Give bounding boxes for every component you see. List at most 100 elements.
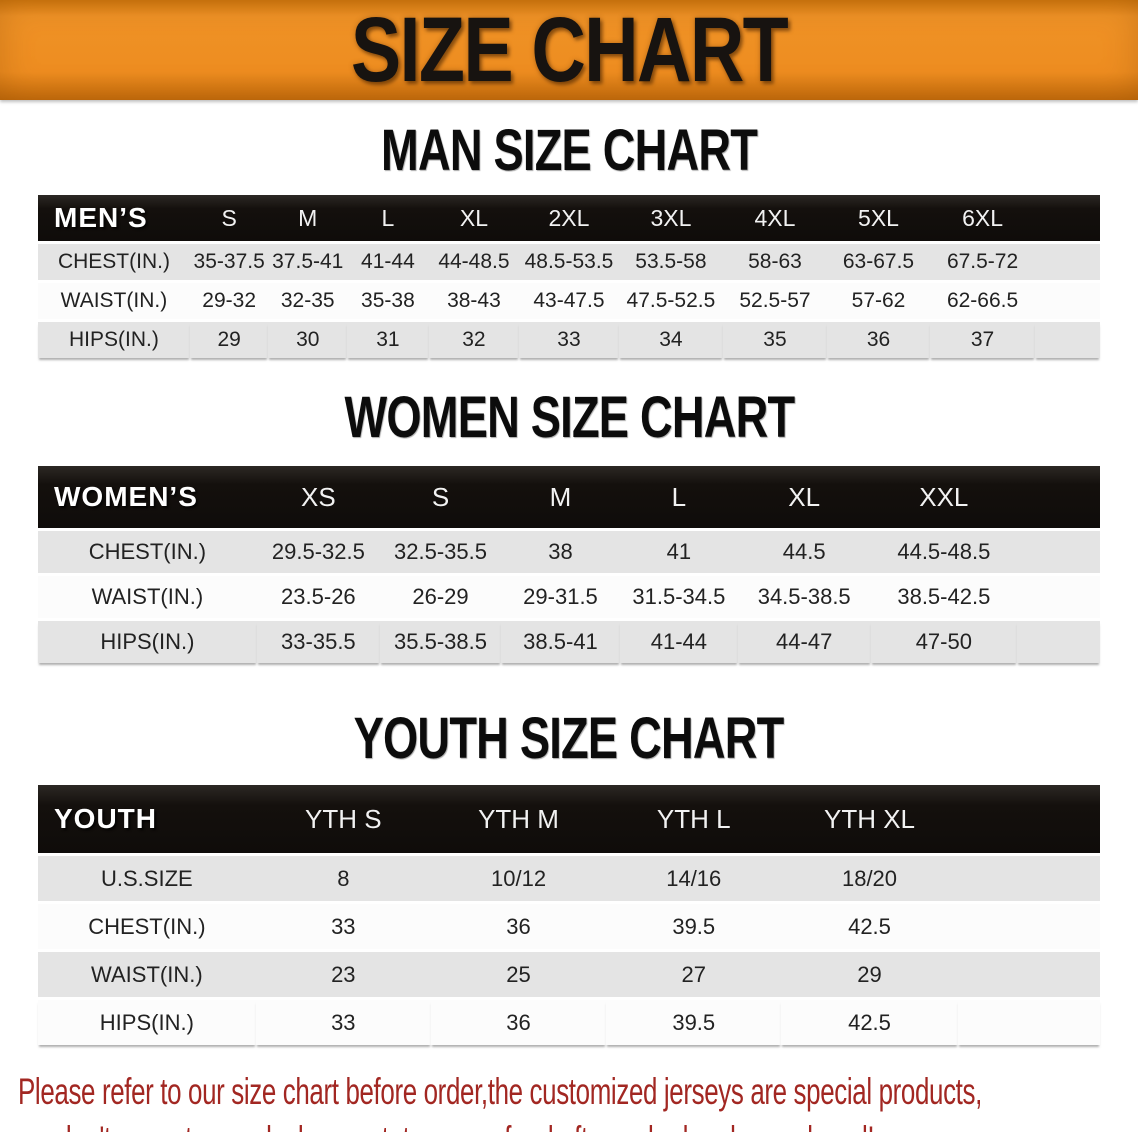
row-label: WAIST(IN.) — [38, 283, 190, 319]
men-section-heading-text: MAN SIZE CHART — [380, 118, 758, 183]
youth-header-label: YOUTH — [38, 785, 256, 853]
youth-ussize-row: U.S.SIZE 8 10/12 14/16 18/20 — [38, 856, 1100, 901]
column-header: S — [189, 195, 269, 241]
women-section-heading: WOMEN SIZE CHART — [0, 389, 1138, 447]
size-value-cell: 26-29 — [379, 576, 502, 618]
row-label: HIPS(IN.) — [38, 1000, 256, 1045]
size-value-cell: 39.5 — [606, 1000, 782, 1045]
size-value-cell: 35 — [722, 322, 827, 358]
youth-section-heading: YOUTH SIZE CHART — [0, 710, 1138, 768]
size-value-cell: 33 — [255, 904, 431, 949]
column-header: M — [501, 466, 620, 528]
column-header: XL — [737, 466, 871, 528]
size-value-cell: 47.5-52.5 — [618, 283, 723, 319]
size-value-cell: 43-47.5 — [519, 283, 619, 319]
size-value-cell: 39.5 — [606, 904, 782, 949]
size-value-cell: 38 — [501, 531, 620, 573]
header-spacer — [1035, 195, 1100, 241]
men-header-label: MEN’S — [38, 195, 190, 241]
spacer-cell — [957, 856, 1100, 901]
women-size-table: WOMEN’S XS S M L XL XXL CHEST(IN.) 29.5-… — [38, 463, 1100, 666]
size-value-cell: 23 — [255, 952, 431, 997]
youth-waist-row: WAIST(IN.) 23 25 27 29 — [38, 952, 1100, 997]
spacer-cell — [957, 904, 1100, 949]
column-header: L — [619, 466, 738, 528]
size-value-cell: 41-44 — [347, 244, 429, 280]
youth-hips-row: HIPS(IN.) 33 36 39.5 42.5 — [38, 1000, 1100, 1045]
column-header: XXL — [870, 466, 1018, 528]
column-header: 6XL — [930, 195, 1036, 241]
size-value-cell: 27 — [606, 952, 782, 997]
youth-chest-row: CHEST(IN.) 33 36 39.5 42.5 — [38, 904, 1100, 949]
size-value-cell: 10/12 — [430, 856, 607, 901]
size-value-cell: 38.5-41 — [501, 621, 620, 663]
spacer-cell — [1035, 244, 1100, 280]
spacer-cell — [1035, 283, 1100, 319]
size-value-cell: 29.5-32.5 — [256, 531, 380, 573]
size-value-cell: 35-38 — [347, 283, 429, 319]
size-value-cell: 35.5-38.5 — [379, 621, 502, 663]
size-value-cell: 58-63 — [722, 244, 827, 280]
size-value-cell: 33 — [519, 322, 619, 358]
row-label: HIPS(IN.) — [38, 322, 190, 358]
row-label: WAIST(IN.) — [38, 576, 257, 618]
size-value-cell: 14/16 — [606, 856, 782, 901]
row-label: CHEST(IN.) — [38, 244, 190, 280]
row-label: HIPS(IN.) — [38, 621, 257, 663]
women-header-row: WOMEN’S XS S M L XL XXL — [38, 466, 1100, 528]
size-value-cell: 31.5-34.5 — [619, 576, 738, 618]
order-disclaimer: Please refer to our size chart before or… — [0, 1068, 1138, 1132]
size-value-cell: 30 — [268, 322, 348, 358]
size-value-cell: 23.5-26 — [256, 576, 380, 618]
size-value-cell: 44.5 — [737, 531, 871, 573]
men-waist-row: WAIST(IN.) 29-32 32-35 35-38 38-43 43-47… — [38, 283, 1100, 319]
size-value-cell: 42.5 — [781, 904, 958, 949]
spacer-cell — [1017, 621, 1100, 663]
size-value-cell: 32-35 — [268, 283, 348, 319]
column-header: YTH XL — [781, 785, 958, 853]
size-value-cell: 48.5-53.5 — [519, 244, 619, 280]
banner-title: SIZE CHART — [350, 0, 789, 101]
size-value-cell: 8 — [255, 856, 431, 901]
size-value-cell: 67.5-72 — [930, 244, 1036, 280]
size-value-cell: 34.5-38.5 — [737, 576, 871, 618]
men-hips-row: HIPS(IN.) 29 30 31 32 33 34 35 36 37 — [38, 322, 1100, 358]
column-header: 2XL — [519, 195, 619, 241]
size-value-cell: 52.5-57 — [722, 283, 827, 319]
header-spacer — [1017, 466, 1100, 528]
spacer-cell — [957, 952, 1100, 997]
size-value-cell: 34 — [618, 322, 723, 358]
men-size-table: MEN’S S M L XL 2XL 3XL 4XL 5XL 6XL CHEST… — [38, 192, 1100, 361]
disclaimer-line-2: we don't accept cancel, change, teturn o… — [18, 1116, 875, 1132]
row-label: WAIST(IN.) — [38, 952, 256, 997]
column-header: XL — [428, 195, 520, 241]
spacer-cell — [1017, 531, 1100, 573]
spacer-cell — [1017, 576, 1100, 618]
youth-header-row: YOUTH YTH S YTH M YTH L YTH XL — [38, 785, 1100, 853]
size-value-cell: 33-35.5 — [256, 621, 380, 663]
size-value-cell: 38-43 — [428, 283, 520, 319]
disclaimer-line-1: Please refer to our size chart before or… — [18, 1071, 982, 1112]
women-hips-row: HIPS(IN.) 33-35.5 35.5-38.5 38.5-41 41-4… — [38, 621, 1100, 663]
row-label: U.S.SIZE — [38, 856, 256, 901]
youth-section-heading-text: YOUTH SIZE CHART — [354, 706, 785, 771]
size-value-cell: 63-67.5 — [827, 244, 930, 280]
women-waist-row: WAIST(IN.) 23.5-26 26-29 29-31.5 31.5-34… — [38, 576, 1100, 618]
column-header: YTH S — [255, 785, 431, 853]
size-value-cell: 53.5-58 — [618, 244, 723, 280]
column-header: 3XL — [618, 195, 723, 241]
size-value-cell: 44-47 — [737, 621, 871, 663]
size-value-cell: 29-31.5 — [501, 576, 620, 618]
spacer-cell — [1035, 322, 1100, 358]
size-value-cell: 35-37.5 — [189, 244, 269, 280]
size-value-cell: 44.5-48.5 — [870, 531, 1018, 573]
size-value-cell: 41 — [619, 531, 738, 573]
header-spacer — [957, 785, 1100, 853]
spacer-cell — [957, 1000, 1100, 1045]
size-value-cell: 41-44 — [619, 621, 738, 663]
size-value-cell: 47-50 — [870, 621, 1018, 663]
column-header: YTH L — [606, 785, 782, 853]
column-header: XS — [256, 466, 380, 528]
size-value-cell: 38.5-42.5 — [870, 576, 1018, 618]
